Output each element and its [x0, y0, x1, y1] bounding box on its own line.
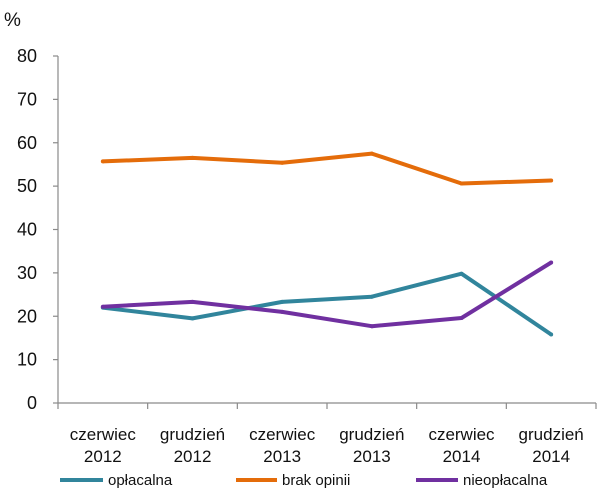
data-point	[369, 324, 374, 329]
x-tick-label: grudzień	[160, 425, 225, 444]
data-point	[100, 304, 105, 309]
x-tick-label: grudzień	[519, 425, 584, 444]
y-tick-label: 80	[17, 46, 37, 66]
legend-label: nieopłacalna	[463, 472, 548, 489]
series-line-0	[102, 271, 553, 337]
x-tick-label: 2014	[443, 447, 481, 466]
y-tick-label: 10	[17, 350, 37, 370]
y-tick-label: 40	[17, 220, 37, 240]
series-line-2	[102, 260, 553, 329]
data-point	[190, 299, 195, 304]
x-tick-labels: czerwiec 2012 grudzień 2012 czerwiec 2013 grud…	[70, 425, 584, 466]
x-tick-label: czerwiec	[70, 425, 137, 444]
series-line-1	[102, 151, 552, 186]
data-point	[190, 155, 195, 160]
y-tick-label: 60	[17, 133, 37, 153]
x-tick-label: 2013	[353, 447, 391, 466]
y-tick-label: 20	[17, 306, 37, 326]
data-point	[459, 315, 464, 320]
data-point	[549, 260, 554, 265]
data-point	[369, 151, 374, 156]
y-tick-label: 50	[17, 176, 37, 196]
data-point	[549, 332, 554, 337]
x-tick-label: 2014	[532, 447, 570, 466]
data-point	[459, 181, 464, 186]
y-tick-label: 70	[17, 89, 37, 109]
chart-axes	[53, 55, 597, 409]
y-tick-label: 30	[17, 263, 37, 283]
legend: opłacalna brak opinii nieopłacalna	[60, 472, 548, 489]
x-tick-label: 2012	[174, 447, 212, 466]
series-lines	[100, 151, 554, 337]
x-tick-label: czerwiec	[249, 425, 316, 444]
y-tick-labels: 0 10 20 30 40 50 60 70 80	[17, 46, 37, 413]
data-point	[100, 159, 105, 164]
x-tick-label: 2013	[263, 447, 301, 466]
data-point	[280, 309, 285, 314]
legend-label: brak opinii	[282, 472, 350, 489]
y-tick-label: 0	[27, 393, 37, 413]
x-tick-label: czerwiec	[428, 425, 495, 444]
data-point	[280, 299, 285, 304]
data-point	[369, 294, 374, 299]
x-tick-label: grudzień	[339, 425, 404, 444]
x-tick-label: 2012	[84, 447, 122, 466]
legend-label: opłacalna	[108, 472, 173, 489]
data-point	[459, 271, 464, 276]
data-point	[549, 178, 554, 183]
data-point	[190, 316, 195, 321]
y-axis-unit-label: %	[4, 10, 21, 31]
data-point	[280, 160, 285, 165]
